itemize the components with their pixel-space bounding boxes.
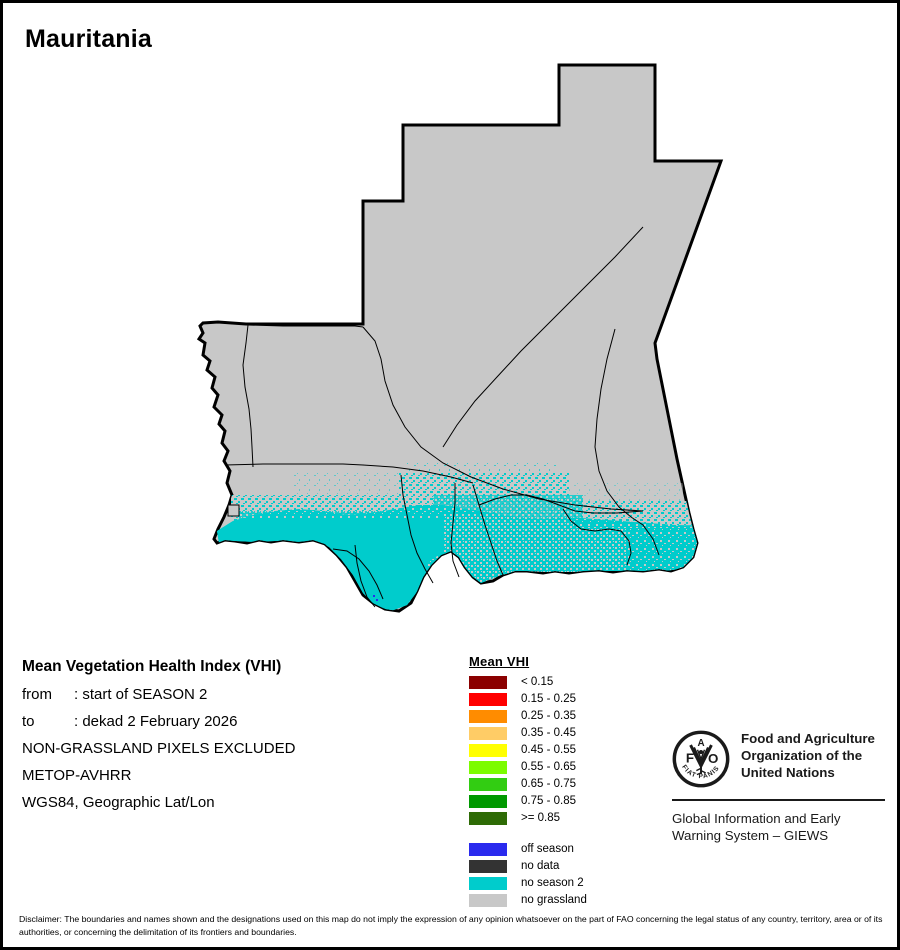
legend-separator xyxy=(469,827,587,841)
giews-line-2: Warning System – GIEWS xyxy=(672,828,829,844)
page-title: Mauritania xyxy=(25,25,153,53)
legend-swatch xyxy=(469,842,507,856)
fao-org-line-1: Food and Agriculture xyxy=(741,731,875,746)
legend-item-no-grassland[interactable]: no grassland xyxy=(469,892,587,908)
fao-logo-icon: F O A FIAT PANIS xyxy=(672,730,730,788)
info-heading: Mean Vegetation Health Index (VHI) xyxy=(22,658,282,675)
legend-label: no data xyxy=(521,860,560,872)
svg-text:A: A xyxy=(698,738,705,749)
legend-item[interactable]: 0.55 - 0.65 xyxy=(469,759,587,775)
info-projection: WGS84, Geographic Lat/Lon xyxy=(22,794,215,811)
legend-item-off-season[interactable]: off season xyxy=(469,841,587,857)
raster-offseason-pixels xyxy=(373,595,378,601)
legend-item[interactable]: >= 0.85 xyxy=(469,810,587,826)
legend-label: 0.25 - 0.35 xyxy=(521,710,576,722)
svg-text:O: O xyxy=(708,751,718,766)
legend-item-no-season-2[interactable]: no season 2 xyxy=(469,875,587,891)
legend-label: off season xyxy=(521,843,574,855)
map-legend: Mean VHI < 0.15 0.15 - 0.25 0.25 - 0.35 … xyxy=(469,654,587,909)
legend-swatch xyxy=(469,811,507,825)
legend-swatch xyxy=(469,709,507,723)
fao-org-line-2: Organization of the xyxy=(741,747,863,763)
legend-label: no grassland xyxy=(521,894,587,906)
info-row-to: to : dekad 2 February 2026 xyxy=(22,713,452,730)
legend-label: 0.65 - 0.75 xyxy=(521,778,576,790)
info-to-key: to xyxy=(22,713,35,730)
vhi-raster-layer xyxy=(217,461,711,611)
info-from-value: : start of SEASON 2 xyxy=(74,686,208,703)
info-from-key: from xyxy=(22,686,52,703)
info-pixel-note: NON-GRASSLAND PIXELS EXCLUDED xyxy=(22,740,296,757)
legend-item[interactable]: 0.65 - 0.75 xyxy=(469,776,587,792)
fao-divider xyxy=(672,799,885,801)
legend-swatch xyxy=(469,893,507,907)
info-to-value: : dekad 2 February 2026 xyxy=(74,713,238,730)
legend-label: 0.15 - 0.25 xyxy=(521,693,576,705)
legend-swatch xyxy=(469,692,507,706)
legend-title: Mean VHI xyxy=(469,654,530,669)
legend-swatch xyxy=(469,675,507,689)
fao-branding: F O A FIAT PANIS Food and Agriculture Or… xyxy=(672,730,887,845)
legend-swatch xyxy=(469,794,507,808)
legend-label: 0.35 - 0.45 xyxy=(521,727,576,739)
giews-program-name: Global Information and Early Warning Sys… xyxy=(672,810,887,845)
fao-organization-name: Food and Agriculture Organization of the… xyxy=(741,730,875,781)
info-sensor: METOP-AVHRR xyxy=(22,767,132,784)
fao-top-row: F O A FIAT PANIS Food and Agriculture Or… xyxy=(672,730,887,788)
info-row-from: from : start of SEASON 2 xyxy=(22,686,452,703)
legend-swatch xyxy=(469,777,507,791)
legend-swatch xyxy=(469,876,507,890)
disclaimer-text: Disclaimer: The boundaries and names sho… xyxy=(19,914,883,938)
legend-swatch xyxy=(469,743,507,757)
legend-label: no season 2 xyxy=(521,877,584,889)
map-info-block: Mean Vegetation Health Index (VHI) from … xyxy=(22,658,452,821)
legend-label: 0.75 - 0.85 xyxy=(521,795,576,807)
nouakchott-enclave xyxy=(227,504,240,517)
mauritania-map-svg xyxy=(196,63,724,613)
legend-item[interactable]: 0.45 - 0.55 xyxy=(469,742,587,758)
legend-item[interactable]: 0.25 - 0.35 xyxy=(469,708,587,724)
legend-item[interactable]: 0.75 - 0.85 xyxy=(469,793,587,809)
legend-label: < 0.15 xyxy=(521,676,554,688)
legend-label: >= 0.85 xyxy=(521,812,561,824)
legend-item-no-data[interactable]: no data xyxy=(469,858,587,874)
svg-text:F: F xyxy=(686,750,694,765)
legend-label: 0.55 - 0.65 xyxy=(521,761,576,773)
legend-swatch xyxy=(469,859,507,873)
legend-item[interactable]: 0.15 - 0.25 xyxy=(469,691,587,707)
legend-swatch xyxy=(469,760,507,774)
fao-org-line-3: United Nations xyxy=(741,764,835,780)
legend-item[interactable]: 0.35 - 0.45 xyxy=(469,725,587,741)
legend-swatch xyxy=(469,726,507,740)
legend-item[interactable]: < 0.15 xyxy=(469,674,587,690)
map-canvas[interactable] xyxy=(3,43,897,643)
legend-label: 0.45 - 0.55 xyxy=(521,744,576,756)
admin-boundaries xyxy=(224,226,660,608)
giews-line-1: Global Information and Early xyxy=(672,811,841,826)
